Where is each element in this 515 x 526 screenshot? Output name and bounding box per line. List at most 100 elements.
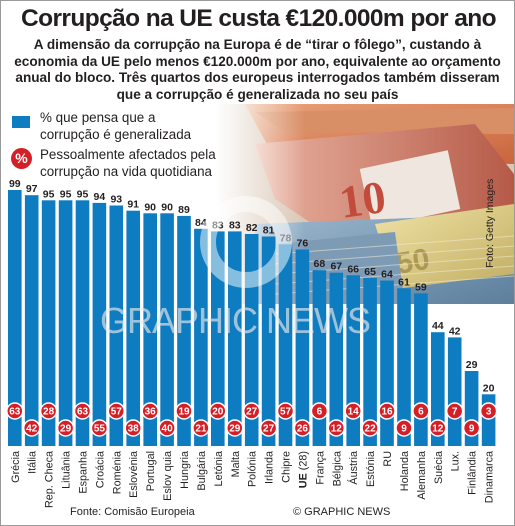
category-label-1: Itália [27,451,39,474]
value-label-25: 44 [432,320,444,332]
bar-19 [329,272,344,446]
value-label-0: 99 [9,178,21,190]
category-label-3: Lituânia [61,451,73,489]
badge-0 [6,402,24,420]
value-label-3: 95 [60,188,72,200]
category-label-16: Chipre [281,451,293,483]
badge-5 [90,419,109,437]
value-label-24: 59 [415,281,427,293]
bar-20 [346,275,360,446]
category-label-13: Malta [230,451,242,477]
value-label-1: 97 [26,183,38,195]
category-label-2: Rep. Checa [44,451,56,508]
value-label-19: 67 [330,261,342,273]
badge-11 [192,419,210,437]
badge-25 [429,419,447,437]
badge-label-2: 28 [43,407,55,418]
badge-16 [276,402,295,420]
badge-label-26: 7 [452,407,458,418]
bar-7 [126,210,140,446]
badge-13 [226,419,244,437]
badge-10 [175,402,193,420]
source-note: Fonte: Comisão Europeia [70,506,195,518]
badge-23 [395,419,413,437]
category-label-15: Irlanda [264,451,276,484]
badge-label-17: 26 [297,424,309,435]
badge-label-22: 16 [381,407,393,418]
badge-label-27: 9 [469,424,475,435]
value-label-10: 89 [178,204,190,216]
badge-28 [479,402,498,420]
value-label-8: 90 [144,201,156,213]
badge-26 [445,402,464,420]
badge-label-5: 55 [94,424,106,435]
badge-label-0: 63 [9,407,21,418]
value-label-5: 94 [94,191,106,203]
category-label-5: Croácia [94,451,106,488]
category-label-4: Espanha [78,451,90,494]
bar-5 [92,202,107,446]
badge-label-1: 42 [26,424,38,435]
bar-22 [380,280,394,446]
value-label-6: 93 [110,194,122,206]
value-label-17: 76 [297,238,309,250]
legend-label-red: Pessoalmente afectados pela corrupção na… [40,147,216,179]
copyright-credit: © GRAPHIC NEWS [293,506,391,518]
value-label-16: 78 [280,232,292,244]
badge-label-20: 14 [348,407,360,418]
badge-label-6: 57 [111,407,123,418]
category-label-8: Portugal [145,451,157,491]
value-label-26: 42 [449,325,461,337]
bar-10 [177,215,191,446]
badge-8 [141,402,159,420]
badge-19 [327,419,346,437]
badge-22 [378,402,396,420]
badge-7 [124,419,142,437]
badge-label-12: 20 [212,407,224,418]
badge-21 [361,419,379,437]
badge-label-14: 27 [246,407,258,418]
badge-label-16: 57 [280,407,292,418]
category-label-17: UE (28) [297,451,309,488]
legend-label-blue: % que pensa que a corrupção é generaliza… [40,110,192,142]
bar-25 [431,332,445,446]
bar-4 [75,200,90,446]
value-label-14: 82 [246,222,258,234]
badge-label-10: 19 [178,407,190,418]
bar-11 [194,228,208,446]
badge-label-4: 63 [77,407,89,418]
badge-label-25: 12 [432,424,444,435]
value-label-27: 29 [466,359,478,371]
badge-label-21: 22 [365,424,377,435]
badge-label-11: 21 [195,424,207,435]
value-label-13: 83 [229,219,241,231]
bar-28 [481,394,496,446]
badge-label-28: 3 [486,407,492,418]
bar-15 [261,236,276,446]
bar-0 [8,190,22,446]
category-label-7: Eslovénia [128,451,140,498]
badge-27 [462,419,481,437]
bar-23 [397,288,411,446]
value-label-21: 65 [364,266,376,278]
value-label-4: 95 [77,188,89,200]
badge-4 [73,402,92,420]
bar-3 [58,200,73,446]
category-label-0: Grécia [10,451,22,483]
badge-label-9: 40 [162,424,174,435]
category-label-9: Eslov quia [162,451,174,501]
value-label-9: 90 [161,201,173,213]
badge-label-13: 29 [229,424,241,435]
badge-20 [344,402,362,420]
value-label-22: 64 [381,269,393,281]
bar-21 [363,277,377,446]
bar-2 [41,200,56,446]
category-label-19: Bélgica [331,451,343,486]
badge-18 [310,402,329,420]
badge-15 [259,419,278,437]
svg-text:10: 10 [336,171,389,228]
chart-subtitle: A dimensão da corrupção na Europa é de “… [14,37,501,102]
value-label-15: 81 [263,225,275,237]
bar-13 [228,231,242,446]
